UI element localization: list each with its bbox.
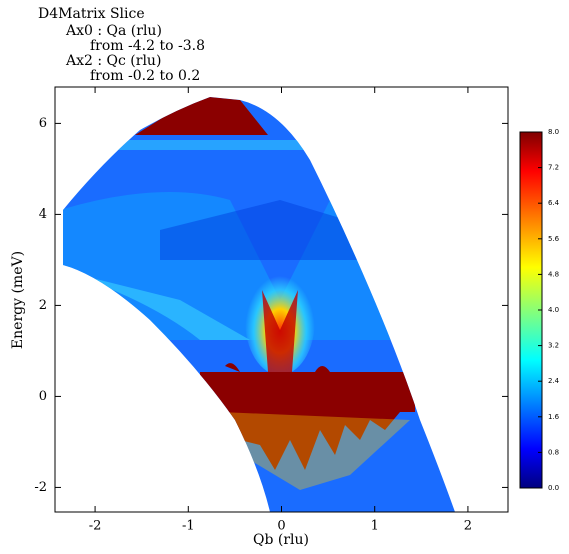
title-line: D4Matrix Slice	[38, 6, 145, 22]
y-tick-label: 6	[39, 116, 47, 131]
title-line: Ax2 : Qc (rlu)	[65, 53, 161, 69]
y-tick-label: -2	[34, 480, 47, 495]
title-block: D4Matrix Slice Ax0 : Qa (rlu) from -4.2 …	[38, 6, 205, 84]
y-tick-label: 0	[39, 389, 47, 404]
title-line: Ax0 : Qa (rlu)	[65, 23, 162, 39]
colorbar-tick-label: 7.2	[548, 164, 559, 172]
y-axis-label: Energy (meV)	[10, 251, 26, 349]
y-tick-label: 4	[39, 207, 47, 222]
y-tick-label: 2	[39, 298, 47, 313]
colorbar-tick-label: 0.0	[548, 484, 559, 492]
colorbar-tick-label: 4.8	[548, 270, 559, 278]
x-axis-label: Qb (rlu)	[253, 532, 309, 548]
x-tick-label: -1	[182, 519, 195, 534]
colorbar-tick-label: 6.4	[548, 199, 560, 207]
title-line: from -0.2 to 0.2	[90, 68, 200, 84]
x-tick-label: 0	[277, 519, 285, 534]
colorbar-tick-label: 1.6	[548, 413, 560, 421]
colorbar-tick-label: 2.4	[548, 377, 560, 385]
colorbar-tick-label: 4.0	[548, 306, 559, 314]
colorbar-tick-label: 0.8	[548, 448, 559, 456]
x-tick-label: 1	[371, 519, 379, 534]
title-line: from -4.2 to -3.8	[90, 38, 205, 54]
x-tick-label: 2	[464, 519, 472, 534]
colorbar-tick-label: 8.0	[548, 128, 559, 136]
colorbar-tick-label: 3.2	[548, 342, 559, 350]
x-tick-label: -2	[89, 519, 102, 534]
heatmap	[63, 97, 455, 512]
colorbar-tick-label: 5.6	[548, 235, 560, 243]
